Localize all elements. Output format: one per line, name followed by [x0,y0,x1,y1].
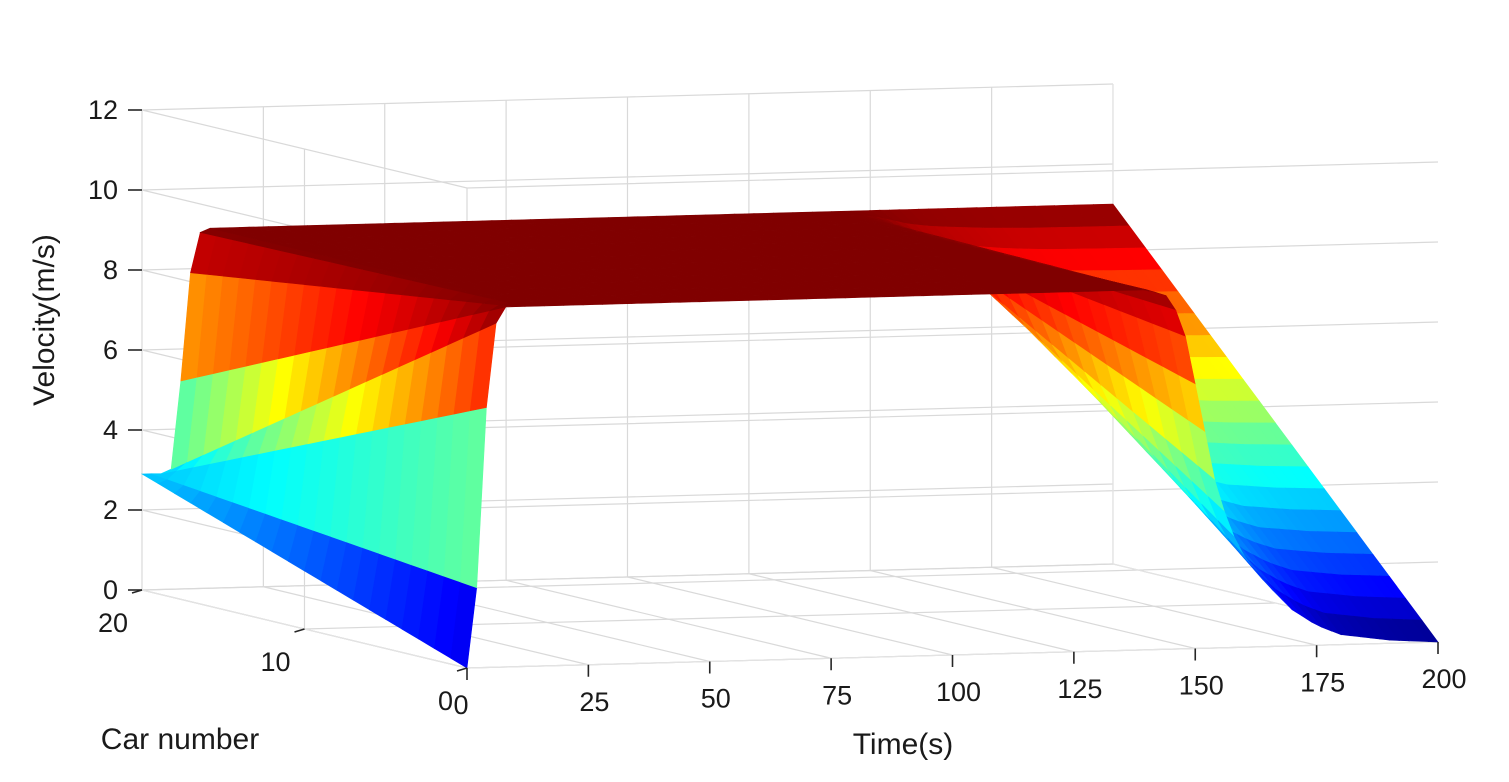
x-tick-label: 150 [1179,671,1224,701]
y-tick [131,589,143,594]
x-tick-label: 50 [701,684,731,714]
y-tick-label: 0 [438,686,453,716]
x-tick-label: 0 [453,690,468,720]
z-gridline [141,589,1439,669]
z-tick-label: 6 [103,335,118,365]
z-tick-label: 10 [88,175,118,205]
surface-patch [1411,619,1439,643]
z-tick-label: 4 [103,415,118,445]
x-tick-label: 175 [1300,667,1345,697]
x-tick-label: 200 [1421,664,1466,694]
y-axis-title: Car number [101,723,259,756]
axis-ticks [128,109,1439,680]
x-tick-label: 125 [1057,674,1102,704]
z-gridline [141,109,1439,189]
velocity-surface [140,203,1439,669]
y-gridline [141,563,1114,591]
x-tick-label: 100 [936,677,981,707]
y-tick-label: 10 [260,647,290,677]
y-tick [294,628,305,633]
x-tick-label: 75 [822,680,852,710]
x-axis-title: Time(s) [853,728,954,761]
z-tick-label: 0 [103,575,118,605]
z-tick-label: 8 [103,255,118,285]
z-axis-title: Velocity(m/s) [28,234,61,406]
x-tick-label: 25 [579,687,609,717]
axis-tick-labels: 0 2 4 6 8 10 12 0 25 50 75 100 125 150 175 200 0 10 20 [88,95,1467,720]
y-tick [456,667,468,672]
z-tick-label: 12 [88,95,118,125]
y-tick-label: 20 [98,608,128,638]
z-tick-label: 2 [103,495,118,525]
